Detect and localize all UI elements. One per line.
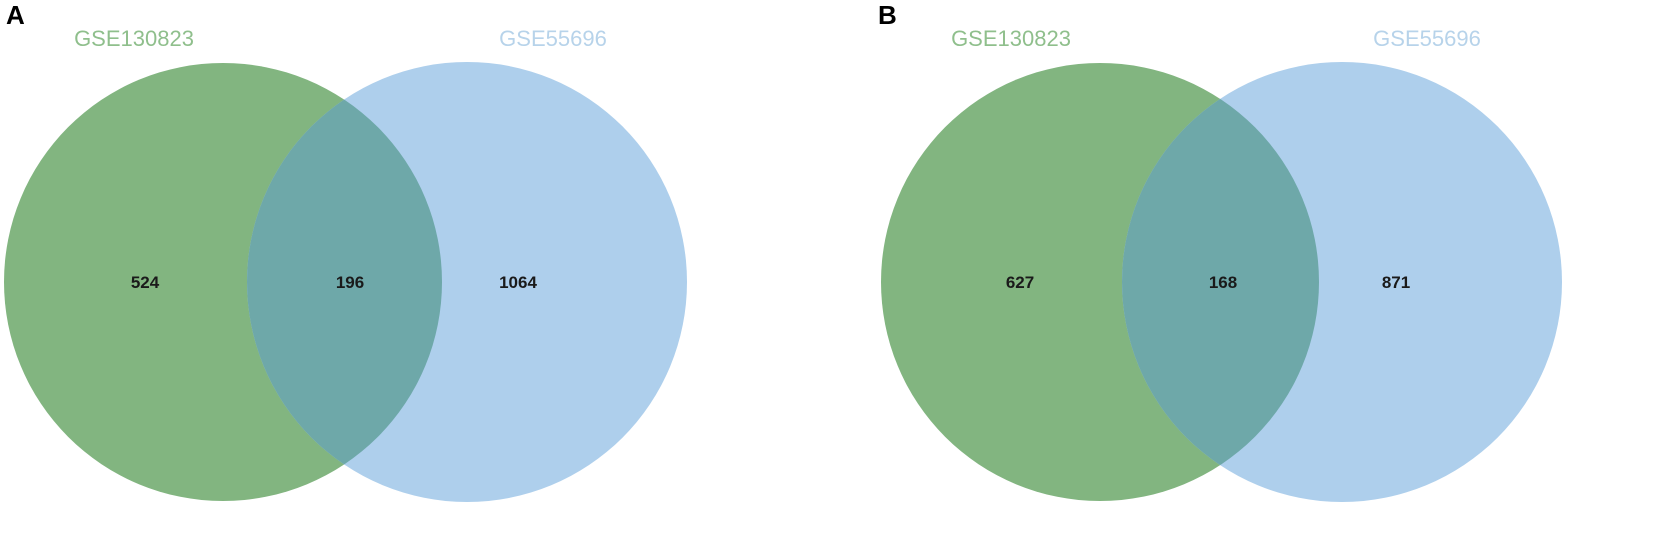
set-a-label: GSE130823: [951, 26, 1071, 51]
set-a-label: GSE130823: [74, 26, 194, 51]
venn-panel-b: B GSE130823 GSE55696 627 168 871: [878, 0, 1562, 502]
intersection-region: [247, 63, 442, 501]
set-a-only-count: 627: [1006, 273, 1034, 292]
intersection-region: [1122, 63, 1319, 501]
venn-panel-a: A GSE130823 GSE55696 524 196 1064: [4, 0, 687, 502]
set-a-only-count: 524: [131, 273, 160, 292]
panel-letter-b: B: [878, 0, 897, 30]
set-b-only-count: 1064: [499, 273, 537, 292]
set-b-only-count: 871: [1382, 273, 1410, 292]
panel-letter-a: A: [6, 0, 25, 30]
set-b-label: GSE55696: [499, 26, 607, 51]
intersection-count: 196: [336, 273, 364, 292]
set-b-label: GSE55696: [1373, 26, 1481, 51]
intersection-count: 168: [1209, 273, 1237, 292]
